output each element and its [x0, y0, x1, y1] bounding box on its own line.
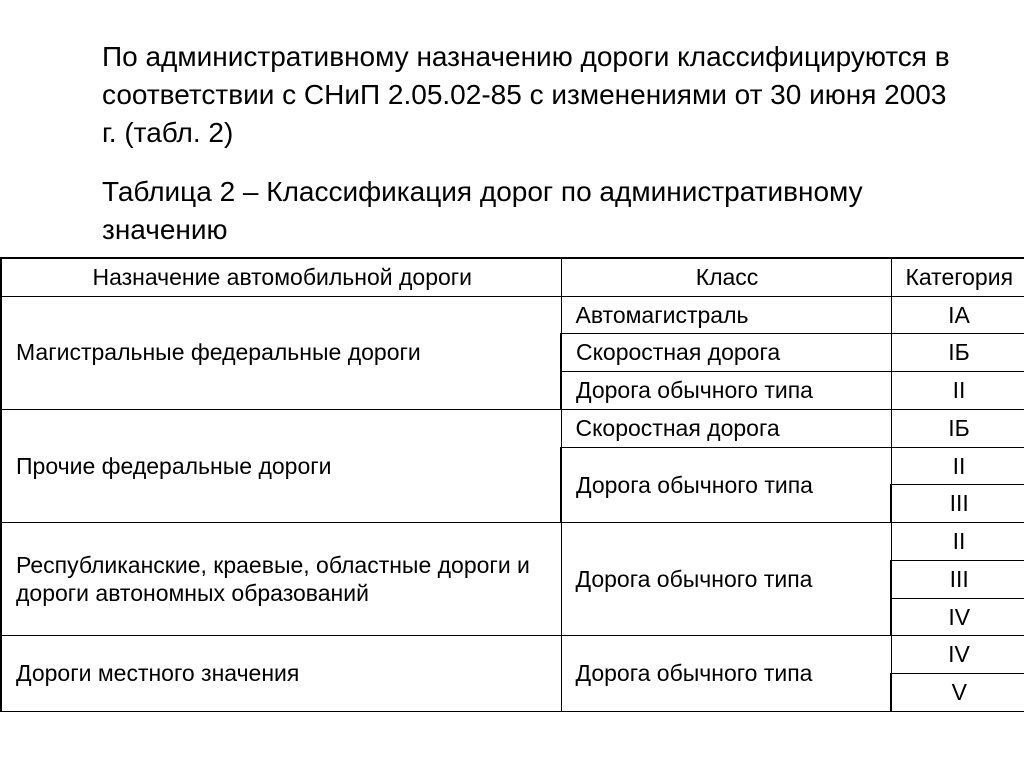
- table-row: Магистральные федеральные дороги Автомаг…: [1, 296, 1024, 334]
- table-caption: Таблица 2 – Классификация дорог по админ…: [102, 173, 964, 249]
- cell-category: IV: [891, 598, 1024, 636]
- cell-category: V: [891, 674, 1024, 712]
- cell-category: IБ: [891, 334, 1024, 372]
- cell-class: Дорога обычного типа: [561, 636, 891, 712]
- table-row: Прочие федеральные дороги Скоростная дор…: [1, 409, 1024, 447]
- cell-category: II: [891, 372, 1024, 410]
- table-body: Назначение автомобильной дороги Класс Ка…: [1, 258, 1024, 712]
- cell-category: II: [891, 523, 1024, 561]
- slide: По административному назначению дороги к…: [0, 0, 1024, 768]
- cell-purpose: Дороги местного значения: [1, 636, 561, 712]
- classification-table-wrap: Назначение автомобильной дороги Класс Ка…: [0, 257, 1024, 712]
- intro-text: По административному назначению дороги к…: [102, 38, 964, 151]
- classification-table: Назначение автомобильной дороги Класс Ка…: [0, 257, 1024, 712]
- table-header-row: Назначение автомобильной дороги Класс Ка…: [1, 258, 1024, 296]
- cell-category: IА: [891, 296, 1024, 334]
- header-purpose: Назначение автомобильной дороги: [1, 258, 561, 296]
- cell-category: III: [891, 485, 1024, 523]
- cell-category: IV: [891, 636, 1024, 674]
- cell-class: Дорога обычного типа: [561, 372, 891, 410]
- cell-class: Дорога обычного типа: [561, 523, 891, 636]
- cell-class: Автомагистраль: [561, 296, 891, 334]
- cell-class: Скоростная дорога: [561, 409, 891, 447]
- header-category: Категория: [891, 258, 1024, 296]
- header-class: Класс: [561, 258, 891, 296]
- cell-purpose: Республиканские, краевые, областные доро…: [1, 523, 561, 636]
- cell-purpose: Прочие федеральные дороги: [1, 409, 561, 522]
- cell-class: Скоростная дорога: [561, 334, 891, 372]
- cell-category: IБ: [891, 409, 1024, 447]
- table-row: Республиканские, краевые, областные доро…: [1, 523, 1024, 561]
- cell-category: II: [891, 447, 1024, 485]
- cell-purpose: Магистральные федеральные дороги: [1, 296, 561, 409]
- cell-category: III: [891, 560, 1024, 598]
- cell-class: Дорога обычного типа: [561, 447, 891, 523]
- table-row: Дороги местного значения Дорога обычного…: [1, 636, 1024, 674]
